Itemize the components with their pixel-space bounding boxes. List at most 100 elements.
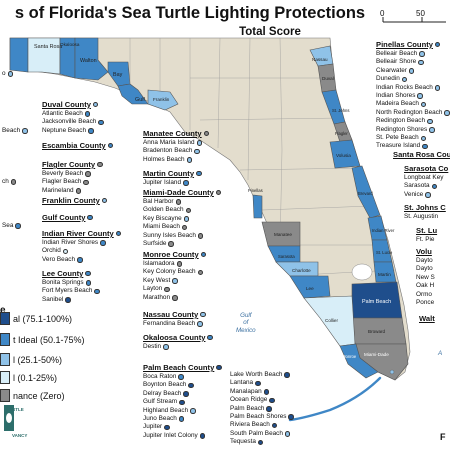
county-name: St. Lu [416,226,438,235]
beach-status-dot [429,127,435,133]
county-block: Palm Beach County Boca Raton Boynton Beach… [143,363,222,440]
left-fragment: o [2,70,14,78]
beach-name: Longboat Key [404,174,444,181]
beach-item: Holmes Beach [143,156,209,164]
beach-name: Venice [404,190,424,198]
beach-name: Bal Harbor [143,198,174,205]
beach-name: Layton [143,285,163,293]
county-block: Okaloosa County Destin [143,333,213,351]
county-status-dot [97,161,103,167]
county-heading: Walt [419,314,435,324]
scale-bar: 0 50 [380,2,450,28]
beach-item: Miami Beach [143,223,221,231]
gulf-label-text: Gulf of Mexico [236,312,256,334]
beach-status-dot [178,374,184,380]
beach-status-dot [257,439,264,446]
beach-name: Bonita Springs [42,279,84,286]
county-block: Manatee County Anna Maria Island Bradenton… [143,129,210,164]
beach-name: South Palm Beach [230,429,283,437]
beach-name: Sarasota [404,182,430,190]
county-block: Nassau County Fernandina Beach [143,310,206,328]
beach-name: Dunedin [376,75,400,83]
beach-item: St. Pete Beach [376,134,450,142]
beach-status-dot [269,397,275,404]
beach-item: Jacksonville Beach [42,118,104,126]
beach-item: Dunedin [376,75,450,83]
map-label-sarasota: Sarasota [278,254,295,259]
county-status-dot [101,197,108,203]
map-label-nassau: Nassau [312,57,328,62]
left-fragment: Beach [2,127,28,135]
beach-status-dot [288,414,294,420]
beach-item: Redington Shores [376,126,450,134]
county-santa-rosa [27,37,61,75]
beach-status-dot [185,207,192,214]
beach-name: Anna Maria Island [143,139,195,146]
beach-name: Key West [143,276,171,284]
beach-name: Islamadora [143,260,175,267]
county-name: Gulf County [42,213,86,222]
beach-status-dot [164,424,170,431]
beach-status-dot [181,224,188,231]
map-label-st-lucie: St. Lucie [376,250,393,255]
beach-name: Bradenton Beach [143,147,193,155]
map-label-volusia: Volusia [336,153,351,158]
beach-item: Golden Beach [143,206,221,214]
beach-status-dot [284,372,290,378]
county-heading: Pinellas County [376,40,450,50]
beach-item: Islamadora [143,260,206,268]
county-name: Sarasota Co [404,164,449,173]
beach-item: Tequesta [230,438,294,446]
beach-item: Indian Rocks Beach [376,84,450,92]
county-name: Nassau County [143,310,199,319]
county-heading: Miami-Dade County [143,188,222,198]
gulf-of-mexico-label: Gulf of Mexico [236,312,256,334]
beach-status-dot [284,431,291,437]
county-pinellas [252,194,263,219]
county-name: Volu [416,247,432,256]
beach-name: Palm Beach [230,404,265,412]
beach-name: Destin [143,343,162,350]
beach-name: Miami Beach [143,223,180,231]
beach-item: Orchid [42,247,121,255]
county-heading: Okaloosa County [143,333,213,343]
map-title: s of Florida's Sea Turtle Lighting Prote… [14,4,366,22]
map-label-palm-beach: Palm Beach [362,299,391,305]
county-name: Lee County [42,269,84,278]
beach-name: Lake Worth Beach [230,371,283,378]
beach-name: Redington Shores [376,125,428,133]
county-heading: St. Johns C [404,203,446,213]
beach-item: South Palm Beach [230,430,294,438]
beach-name: Flagler Beach [42,178,82,186]
beach-status-dot [65,297,71,303]
legend-label: l (25.1-50%) [13,354,63,365]
map-label-manatee: Manatee [274,232,292,237]
beach-item: Surfside [143,240,221,248]
beach-status-dot [84,111,91,117]
beach-status-dot [266,406,272,412]
county-monroe [339,343,379,379]
county-heading: Santa Rosa County [393,150,450,160]
map-label-franklin: Franklin [153,97,170,102]
beach-status-dot [163,344,169,350]
beach-name: Jacksonville Beach [42,118,97,126]
edge-text: F [440,432,446,442]
legend-item: l (25.1-50%) [0,353,62,366]
beach-name: Boynton Beach [143,381,187,389]
beach-name: Ft. Pie [416,236,435,243]
florida-keys [288,376,382,422]
county-block: Miami-Dade County Bal Harbor Golden Beach K… [143,188,222,248]
beach-name: Sunny Isles Beach [143,231,196,239]
beach-item: Sanibel [42,296,100,304]
county-heading: Indian River County [42,229,122,239]
beach-name: Belleair Shore [376,58,417,66]
beach-status-dot [418,59,424,66]
scale-bar-graphic [382,17,446,23]
county-status-dot [85,270,91,276]
beach-item: Neptune Beach [42,127,104,135]
beach-name: Madeira Beach [376,100,419,108]
beach-name: Key Colony Beach [143,268,196,276]
beach-item: Boca Raton [143,373,222,381]
county-name: Monroe County [143,250,199,259]
beach-status-dot [178,416,185,422]
